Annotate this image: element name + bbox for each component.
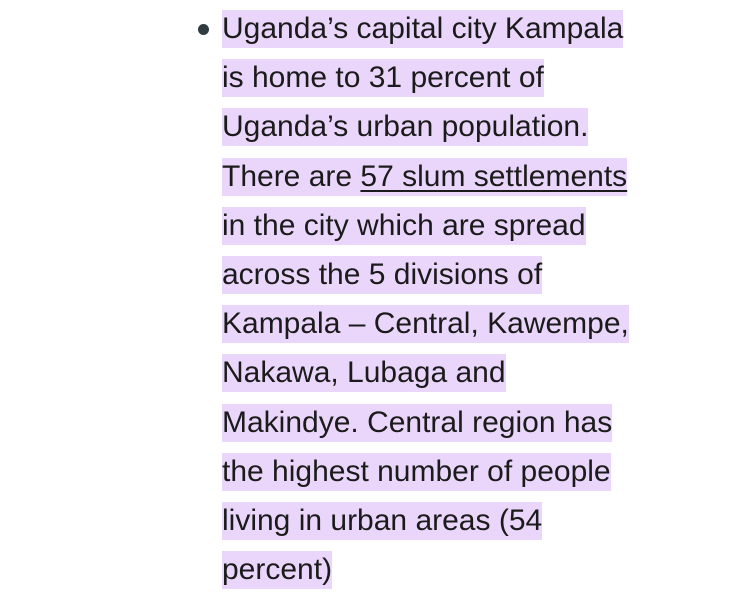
line-text: Uganda’s capital city Kampala bbox=[222, 12, 624, 45]
highlight: is home to 31 percent of bbox=[222, 59, 544, 98]
text-line: Makindye. Central region has bbox=[222, 403, 613, 442]
text-line: Nakawa, Lubaga and bbox=[222, 354, 506, 393]
line-text: living in urban areas (54 bbox=[222, 504, 543, 537]
highlight: Uganda’s capital city Kampala bbox=[222, 10, 624, 48]
text-line: living in urban areas (54 bbox=[222, 502, 543, 540]
text-line: is home to 31 percent of bbox=[222, 59, 544, 98]
line-text: is home to 31 percent of bbox=[222, 61, 544, 95]
line-text: Makindye. Central region has bbox=[222, 405, 613, 439]
highlight: percent) bbox=[222, 551, 333, 590]
line-text: in the city which are spread bbox=[222, 208, 586, 242]
highlight: Uganda’s urban population. bbox=[222, 108, 589, 147]
bullet-dot bbox=[198, 24, 209, 35]
text-line: percent) bbox=[222, 551, 333, 590]
highlight: Kampala – Central, Kawempe, bbox=[222, 305, 629, 344]
line-text: the highest number of people bbox=[222, 454, 611, 488]
text-line: There are 57 slum settlements bbox=[222, 157, 628, 196]
highlight: across the 5 divisions of bbox=[222, 256, 543, 294]
line-text: percent) bbox=[222, 553, 333, 587]
highlight: Makindye. Central region has bbox=[222, 403, 613, 442]
highlight: in the city which are spread bbox=[222, 206, 586, 245]
highlight: Nakawa, Lubaga and bbox=[222, 354, 506, 393]
line-text: across the 5 divisions of bbox=[222, 258, 543, 291]
highlight: There are 57 slum settlements bbox=[222, 157, 628, 196]
text-line: across the 5 divisions of bbox=[222, 256, 543, 294]
link[interactable]: 57 slum settlements bbox=[360, 159, 628, 193]
highlight: living in urban areas (54 bbox=[222, 502, 543, 540]
line-text: There are bbox=[222, 159, 361, 193]
highlight: the highest number of people bbox=[222, 452, 611, 491]
line-text: Nakawa, Lubaga and bbox=[222, 356, 506, 390]
line-text: Kampala – Central, Kawempe, bbox=[222, 307, 629, 341]
text-line: Uganda’s capital city Kampala bbox=[222, 10, 624, 48]
text-line: the highest number of people bbox=[222, 452, 611, 491]
text-line: in the city which are spread bbox=[222, 206, 586, 245]
line-text: Uganda’s urban population. bbox=[222, 110, 589, 144]
text-line: Kampala – Central, Kawempe, bbox=[222, 305, 629, 344]
text-line: Uganda’s urban population. bbox=[222, 108, 589, 147]
